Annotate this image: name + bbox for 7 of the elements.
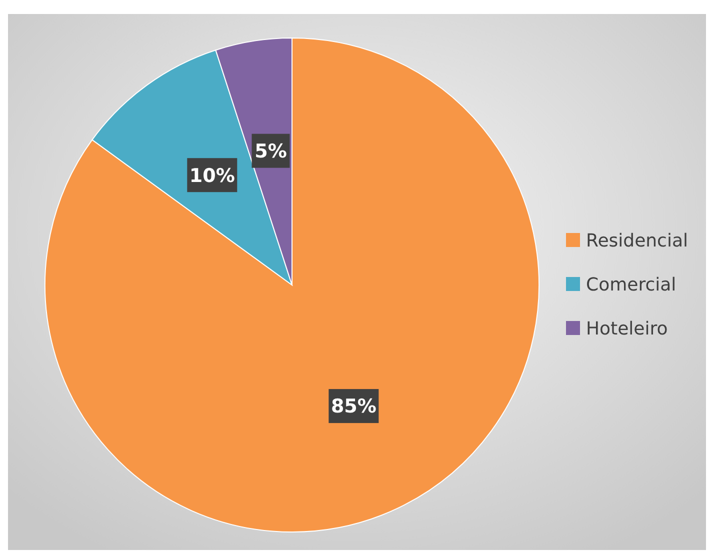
data-label: 5% <box>254 140 287 162</box>
legend-label: Hoteleiro <box>586 318 668 340</box>
legend-label: Comercial <box>586 274 676 296</box>
slice-label: Residencial <box>586 230 688 252</box>
pie-slice <box>44 38 540 532</box>
data-label: 10% <box>189 164 235 187</box>
data-label: 85% <box>330 396 376 418</box>
